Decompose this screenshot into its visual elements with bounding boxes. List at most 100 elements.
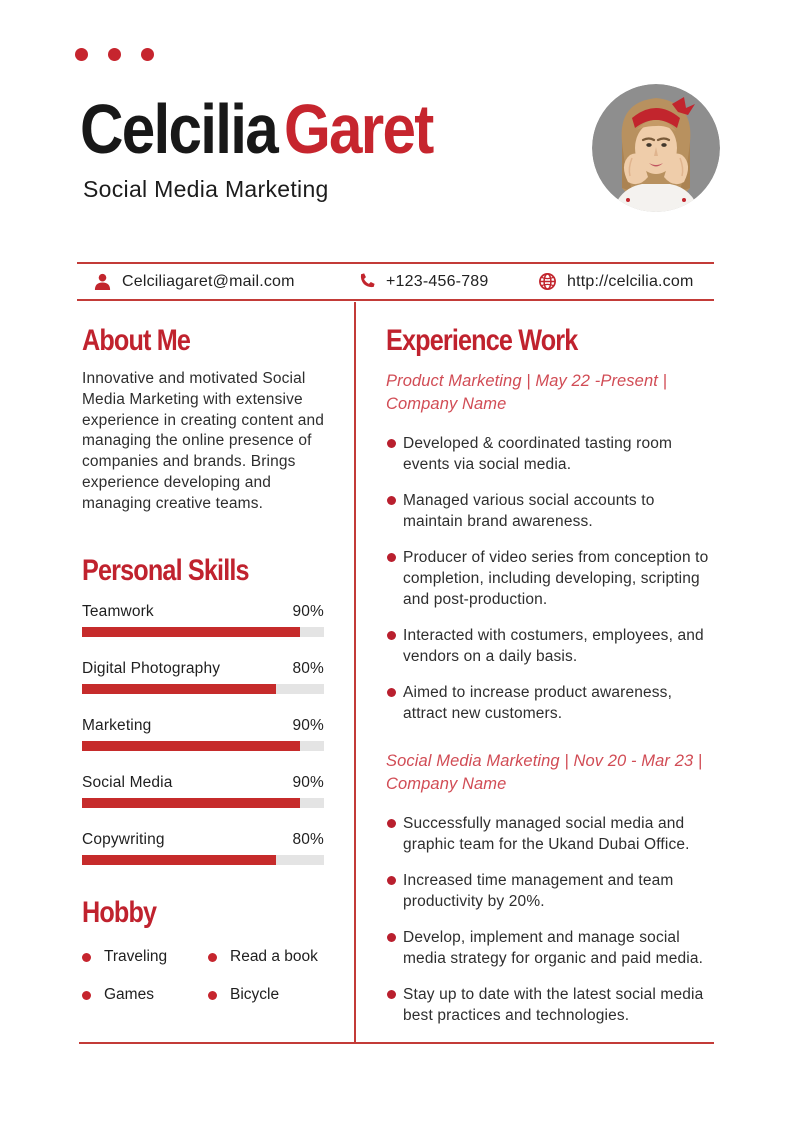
hobby-item: Bicycle — [208, 986, 334, 1004]
skill-percent: 80% — [292, 831, 324, 848]
experience-heading: Experience Work — [386, 324, 578, 357]
hobby-label: Traveling — [104, 948, 168, 965]
hobby-item: Read a book — [208, 948, 334, 966]
job-bullet: Stay up to date with the latest social m… — [386, 984, 716, 1026]
skill-percent: 90% — [292, 717, 324, 734]
job-bullet-text: Aimed to increase product awareness, att… — [403, 684, 673, 722]
dot-icon — [141, 48, 154, 61]
job-bullet: Aimed to increase product awareness, att… — [386, 682, 716, 724]
job-bullet: Develop, implement and manage social med… — [386, 927, 716, 969]
bullet-dot-icon — [387, 553, 396, 562]
skills-heading: Personal Skills — [82, 554, 250, 587]
experience-jobs: Product Marketing | May 22 -Present | Co… — [386, 370, 716, 1026]
contact-email[interactable]: Celciliagaret@mail.com — [93, 264, 295, 299]
skill-bar-fill — [82, 798, 300, 808]
job-bullet: Successfully managed social media and gr… — [386, 813, 716, 855]
bullet-dot-icon — [387, 876, 396, 885]
job-subtitle: Social Media Marketing — [83, 176, 329, 202]
skill-label: Digital Photography — [82, 660, 221, 677]
portrait-illustration — [592, 84, 720, 212]
bullet-dot-icon — [387, 819, 396, 828]
person-name: CelciliaGaret — [80, 94, 434, 164]
hobby-label: Bicycle — [230, 986, 280, 1003]
skill-row: Teamwork 90% — [82, 603, 324, 637]
website-text: http://celcilia.com — [567, 272, 694, 290]
skill-bar-fill — [82, 741, 300, 751]
job-bullet-text: Developed & coordinated tasting room eve… — [403, 435, 673, 473]
hobby-item: Games — [82, 986, 208, 1004]
job-bullet-text: Stay up to date with the latest social m… — [403, 986, 704, 1024]
contact-website[interactable]: http://celcilia.com — [538, 264, 694, 299]
email-text: Celciliagaret@mail.com — [122, 272, 295, 290]
bullet-dot-icon — [387, 933, 396, 942]
job-bullet-text: Successfully managed social media and gr… — [403, 815, 690, 853]
job-bullet: Interacted with costumers, employees, an… — [386, 625, 716, 667]
bottom-rule — [79, 1042, 714, 1044]
skill-percent: 80% — [292, 660, 324, 677]
first-name: Celcilia — [80, 90, 279, 168]
skill-label: Teamwork — [82, 603, 154, 620]
skill-row: Social Media 90% — [82, 774, 324, 808]
bullet-dot-icon — [387, 688, 396, 697]
job-bullet-list: Developed & coordinated tasting room eve… — [386, 433, 716, 724]
job-title: Social Media Marketing | Nov 20 - Mar 23… — [386, 752, 703, 793]
bullet-dot-icon — [208, 990, 217, 1000]
job-bullet-list: Successfully managed social media and gr… — [386, 813, 716, 1026]
phone-icon — [360, 273, 375, 288]
skill-bar-track — [82, 855, 324, 865]
column-divider — [354, 302, 356, 1042]
skill-bar-fill — [82, 855, 276, 865]
job-entry: Social Media Marketing | Nov 20 - Mar 23… — [386, 750, 716, 1026]
hobby-heading: Hobby — [82, 896, 157, 929]
skill-row: Digital Photography 80% — [82, 660, 324, 694]
skill-bar-fill — [82, 627, 300, 637]
hobby-list: Traveling Read a book Games Bicycle — [82, 948, 334, 1004]
bullet-dot-icon — [387, 496, 396, 505]
job-bullet-text: Managed various social accounts to maint… — [403, 492, 655, 530]
about-heading: About Me — [82, 324, 191, 357]
skill-percent: 90% — [292, 774, 324, 791]
job-bullet: Producer of video series from conception… — [386, 547, 716, 610]
dot-icon — [108, 48, 121, 61]
job-bullet: Increased time management and team produ… — [386, 870, 716, 912]
person-icon — [94, 273, 111, 291]
skill-bar-track — [82, 741, 324, 751]
job-bullet-text: Increased time management and team produ… — [403, 872, 674, 910]
hobby-item: Traveling — [82, 948, 208, 966]
bullet-dot-icon — [82, 990, 91, 1000]
job-bullet: Developed & coordinated tasting room eve… — [386, 433, 716, 475]
contact-phone[interactable]: +123-456-789 — [357, 264, 489, 299]
skill-label: Copywriting — [82, 831, 165, 848]
bullet-dot-icon — [387, 990, 396, 999]
skill-row: Copywriting 80% — [82, 831, 324, 865]
phone-text: +123-456-789 — [386, 272, 489, 290]
skill-percent: 90% — [292, 603, 324, 620]
bullet-dot-icon — [82, 952, 91, 962]
skill-label: Marketing — [82, 717, 152, 734]
hobby-label: Read a book — [230, 948, 318, 965]
about-text: Innovative and motivated Social Media Ma… — [82, 370, 325, 512]
decor-dots — [75, 48, 154, 61]
bullet-dot-icon — [208, 952, 217, 962]
contact-bar: Celciliagaret@mail.com +123-456-789 http… — [77, 262, 714, 301]
skill-bar-track — [82, 684, 324, 694]
job-entry: Product Marketing | May 22 -Present | Co… — [386, 370, 716, 724]
bullet-dot-icon — [387, 631, 396, 640]
skill-label: Social Media — [82, 774, 173, 791]
bullet-dot-icon — [387, 439, 396, 448]
skill-bar-fill — [82, 684, 276, 694]
skills-list: Teamwork 90% Digital Photography 80% Mar… — [82, 603, 324, 888]
job-bullet-text: Develop, implement and manage social med… — [403, 929, 704, 967]
dot-icon — [75, 48, 88, 61]
job-title: Product Marketing | May 22 -Present | Co… — [386, 372, 667, 413]
hobby-label: Games — [104, 986, 154, 1003]
skill-bar-track — [82, 798, 324, 808]
last-name: Garet — [283, 90, 434, 168]
job-bullet: Managed various social accounts to maint… — [386, 490, 716, 532]
skill-row: Marketing 90% — [82, 717, 324, 751]
job-bullet-text: Producer of video series from conception… — [403, 549, 709, 608]
job-bullet-text: Interacted with costumers, employees, an… — [403, 627, 704, 665]
profile-photo — [592, 84, 720, 212]
skill-bar-track — [82, 627, 324, 637]
